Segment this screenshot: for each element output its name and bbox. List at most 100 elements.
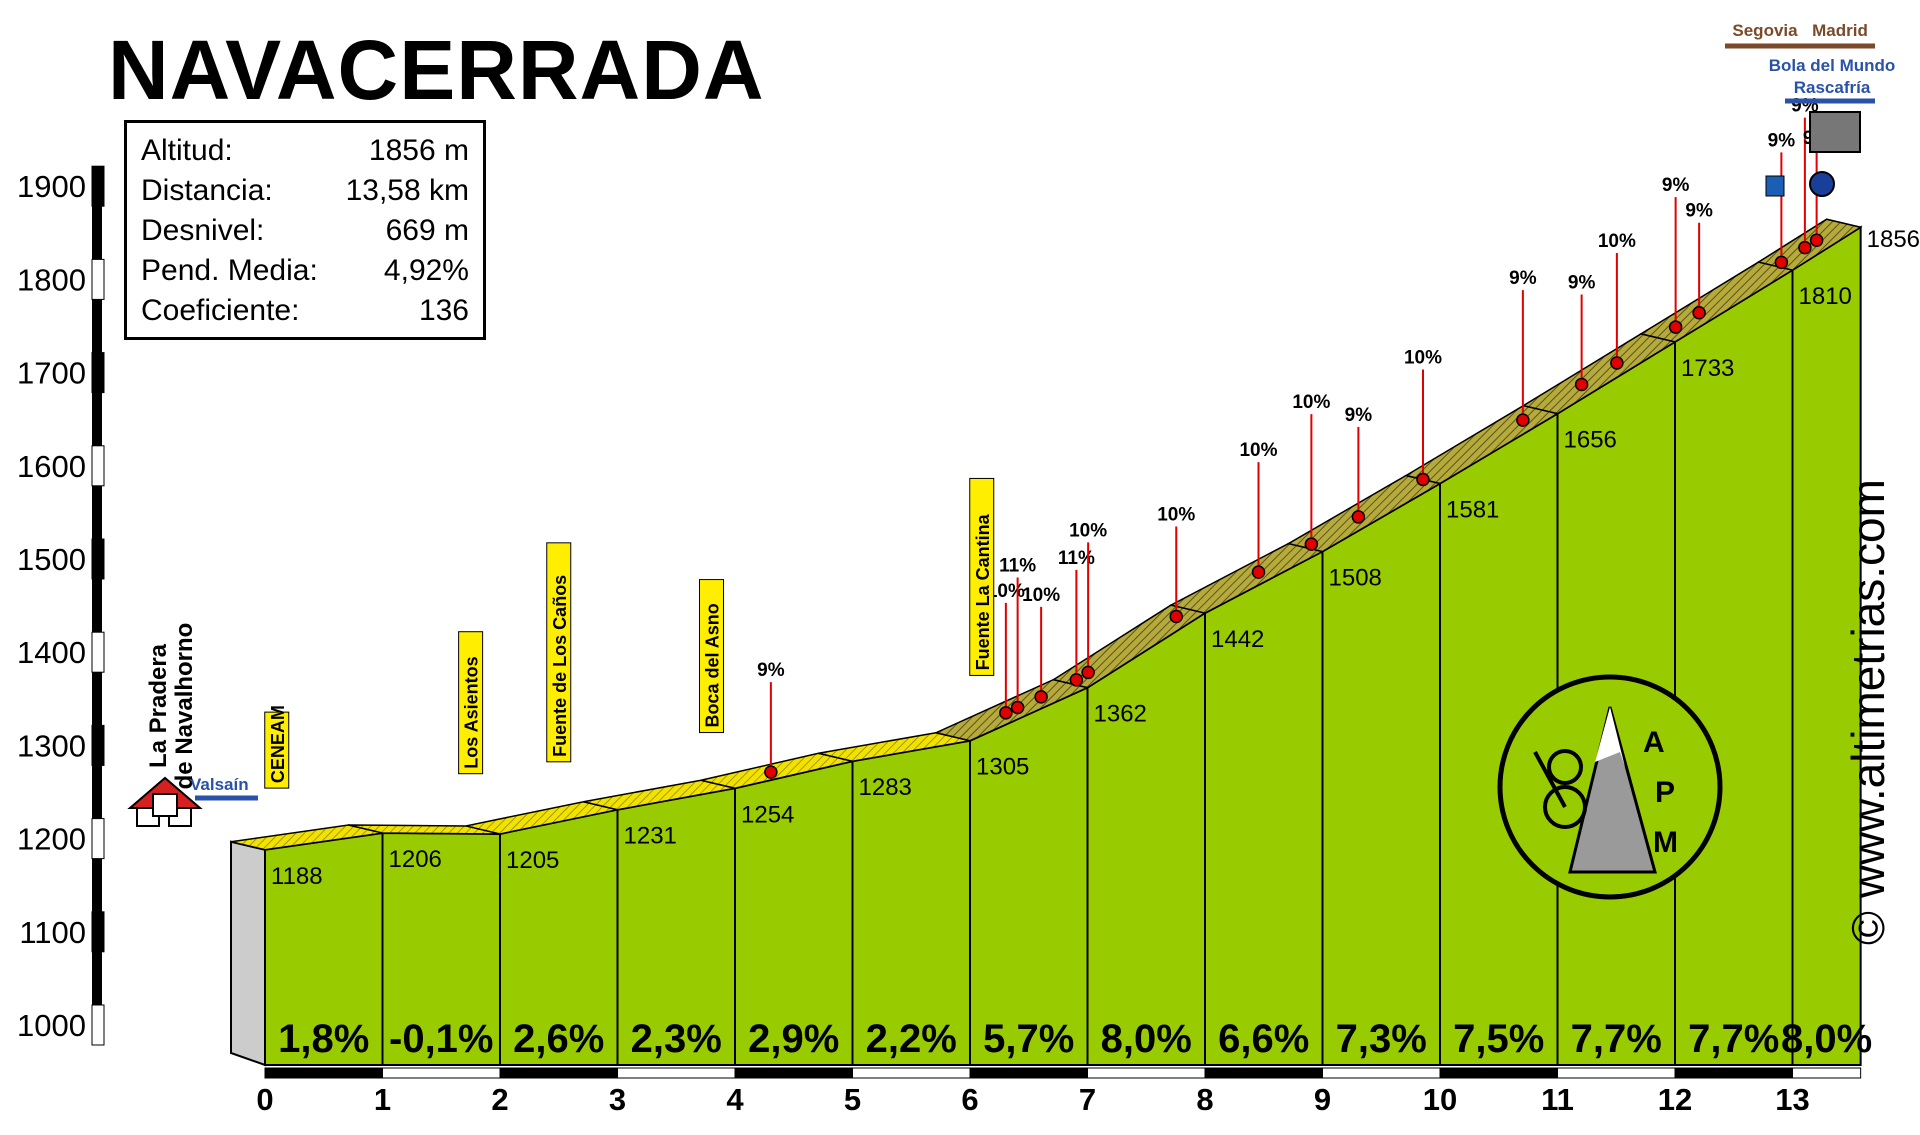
y-axis-segment [91,911,105,953]
x-tick-label: 9 [1314,1082,1331,1117]
place-annotation-label: Fuente La Cantina [973,513,993,670]
x-tick-label: 3 [609,1082,626,1117]
grade-marker-dot [1774,255,1789,270]
place-annotation: Fuente de Los Caños [546,542,572,763]
logo-letter-p: P [1655,776,1675,809]
y-axis-segment [91,445,105,487]
km-gradient-label: 7,3% [1336,1017,1427,1061]
km-gradient-label: 7,7% [1571,1017,1662,1061]
x-axis-segment [1439,1067,1558,1079]
grade-marker-dot [1081,665,1095,680]
x-tick-label: 5 [844,1082,861,1117]
place-annotation-bg [458,631,484,775]
x-tick-label: 2 [491,1082,508,1117]
x-axis-segment [852,1067,971,1079]
grade-marker-dot [1668,320,1683,334]
y-tick-label: 1200 [17,822,86,857]
logo-letter-m: M [1653,826,1678,859]
y-tick-label: 1900 [17,169,86,204]
website-text: www.altimetrias.com [1842,479,1894,899]
x-tick-label: 4 [726,1082,744,1117]
y-tick-label: 1400 [17,635,86,670]
km-gradient-label: 7,5% [1453,1017,1544,1061]
x-axis-segment [734,1067,853,1079]
stat-value: 4,92% [383,254,469,287]
grade-marker-label: 11% [999,556,1036,577]
place-annotation: Fuente La Cantina [969,477,995,676]
stat-coeficiente: Coeficiente: 136 [141,291,469,331]
grade-marker-label: 10% [987,581,1025,602]
x-axis-segment [1087,1067,1206,1079]
x-axis-segment [1204,1067,1323,1079]
y-axis-segment [91,165,105,207]
grade-marker-dot [1069,673,1084,687]
grade-marker-label: 10% [1022,585,1060,606]
stat-value: 13,58 km [345,174,469,207]
logo-letter-a: A [1643,726,1665,759]
apm-logo: A P M [1497,674,1723,900]
x-tick-label: 10 [1423,1082,1457,1117]
stat-altitud: Altitud: 1856 m [141,131,469,171]
place-annotation-bg [969,477,995,676]
y-axis-segment [91,258,105,300]
x-tick-label: 1 [374,1082,391,1117]
parking-icon [1765,175,1785,197]
x-axis-segment [499,1067,618,1079]
grade-marker-dot [1010,700,1025,715]
y-tick-label: 1800 [17,262,86,297]
y-axis-segment [91,538,105,580]
x-axis-segment [617,1067,736,1079]
y-axis-bar [92,180,102,1033]
x-axis-segment [264,1067,383,1079]
website-label: © www.altimetrias.com [1808,460,1918,1020]
stat-label: Distancia: [141,174,273,207]
grade-marker-dot [1351,510,1366,524]
km-gradient-label: 8,0% [1101,1017,1192,1061]
grade-marker-label: 11% [1058,548,1095,569]
grade-marker-dot [999,706,1013,720]
altitude-label: 1283 [859,774,912,801]
grade-marker-dot [1169,609,1183,624]
grade-marker-label: 10% [1404,348,1442,369]
y-tick-label: 1500 [17,542,86,577]
place-annotation-label: Boca del Asno [703,603,723,727]
altitude-label: 1810 [1799,283,1852,310]
altitude-label: 1856 [1867,226,1920,253]
km-gradient-label: 5,7% [983,1017,1074,1061]
grade-marker-label: 9% [1685,201,1713,222]
altitude-label: 1508 [1329,565,1382,592]
start-label: La Pradera de Navalhorno [112,580,212,790]
building-icon [1809,111,1861,153]
altitude-label: 1656 [1564,427,1617,454]
km-gradient-label: 8,0% [1781,1017,1872,1061]
grade-marker-dot [1251,565,1266,579]
y-axis-segment [91,1004,105,1046]
stat-pendiente: Pend. Media: 4,92% [141,251,469,291]
stat-label: Pend. Media: [141,254,318,287]
grade-marker-dot [1574,377,1589,392]
place-annotation-label: CENEAM [268,705,288,783]
grade-marker-label: 10% [1157,505,1195,526]
grade-marker-dot [764,765,778,779]
y-tick-label: 1100 [19,915,86,950]
x-tick-label: 13 [1775,1082,1809,1117]
grade-marker-label: 9% [1568,272,1596,293]
grade-marker-dot [1798,240,1812,255]
stat-desnivel: Desnivel: 669 m [141,211,469,251]
y-tick-label: 1700 [17,356,86,391]
x-tick-label: 12 [1658,1082,1692,1117]
road-label: Bola del Mundo [1769,56,1896,75]
grade-marker-label: 9% [1509,268,1537,289]
place-annotation-bg [264,711,290,789]
stats-box: Altitud: 1856 m Distancia: 13,58 km Desn… [124,120,486,340]
grade-marker-dot [1304,537,1319,551]
km-gradient-label: 2,9% [748,1017,839,1061]
km-gradient-label: 2,3% [631,1017,722,1061]
place-annotation-label: Fuente de Los Caños [550,575,570,757]
y-tick-label: 1600 [17,449,86,484]
roundabout-icon [1809,171,1835,197]
x-axis-segment [969,1067,1088,1079]
altitude-label: 1206 [389,846,442,873]
x-axis-segment [382,1067,501,1079]
y-axis-segment [91,631,105,673]
